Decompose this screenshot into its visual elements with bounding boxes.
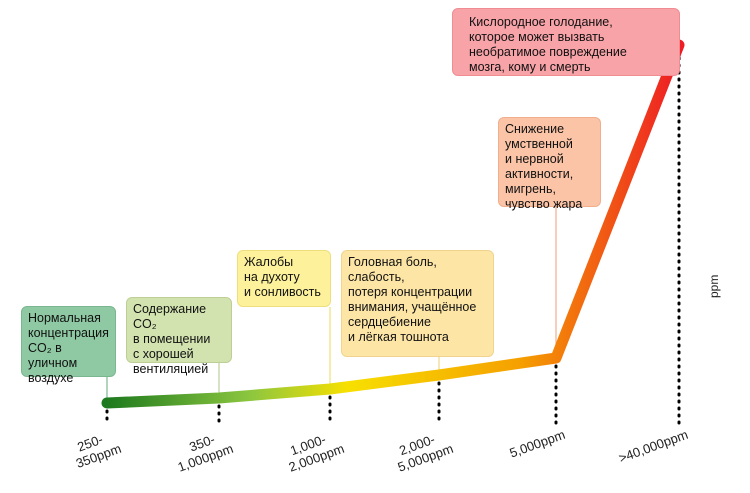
- annotation-text: Жалобы на духоту и сонливость: [244, 255, 321, 299]
- annotation-text: Содержание CO₂ в помещении с хорошей вен…: [133, 302, 211, 376]
- x-tick-label: 1,000-2,000ppm: [282, 427, 347, 475]
- annotation-text: Снижение умственной и нервной активности…: [505, 122, 583, 211]
- y-axis-label: ppm: [707, 275, 721, 298]
- concentration-curve: [101, 39, 685, 409]
- annotation-box: Жалобы на духоту и сонливость: [237, 250, 331, 307]
- annotation-box: Кислородное голодание, которое может выз…: [452, 8, 680, 76]
- annotation-text: Кислородное голодание, которое может выз…: [469, 15, 627, 74]
- annotation-box: Нормальная концентрация CO₂ в уличном во…: [21, 306, 116, 385]
- annotation-box: Содержание CO₂ в помещении с хорошей вен…: [126, 297, 232, 376]
- x-tick-label: 2,000-5,000ppm: [391, 427, 456, 475]
- dotted-drop-lines: [105, 56, 681, 425]
- annotation-box: Головная боль, слабость, потеря концентр…: [341, 250, 494, 357]
- x-tick-label: 5,000ppm: [508, 427, 567, 461]
- x-tick-label: >40,000ppm: [617, 427, 690, 466]
- x-tick-label: 350-1,000ppm: [171, 427, 236, 475]
- annotation-text: Головная боль, слабость, потеря концентр…: [348, 255, 477, 344]
- annotation-text: Нормальная концентрация CO₂ в уличном во…: [28, 311, 109, 385]
- x-tick-label: 250-350ppm: [69, 427, 123, 471]
- annotation-box: Снижение умственной и нервной активности…: [498, 117, 601, 211]
- x-tick-labels: 250-350ppm 350-1,000ppm 1,000-2,000ppm 2,00…: [69, 427, 690, 475]
